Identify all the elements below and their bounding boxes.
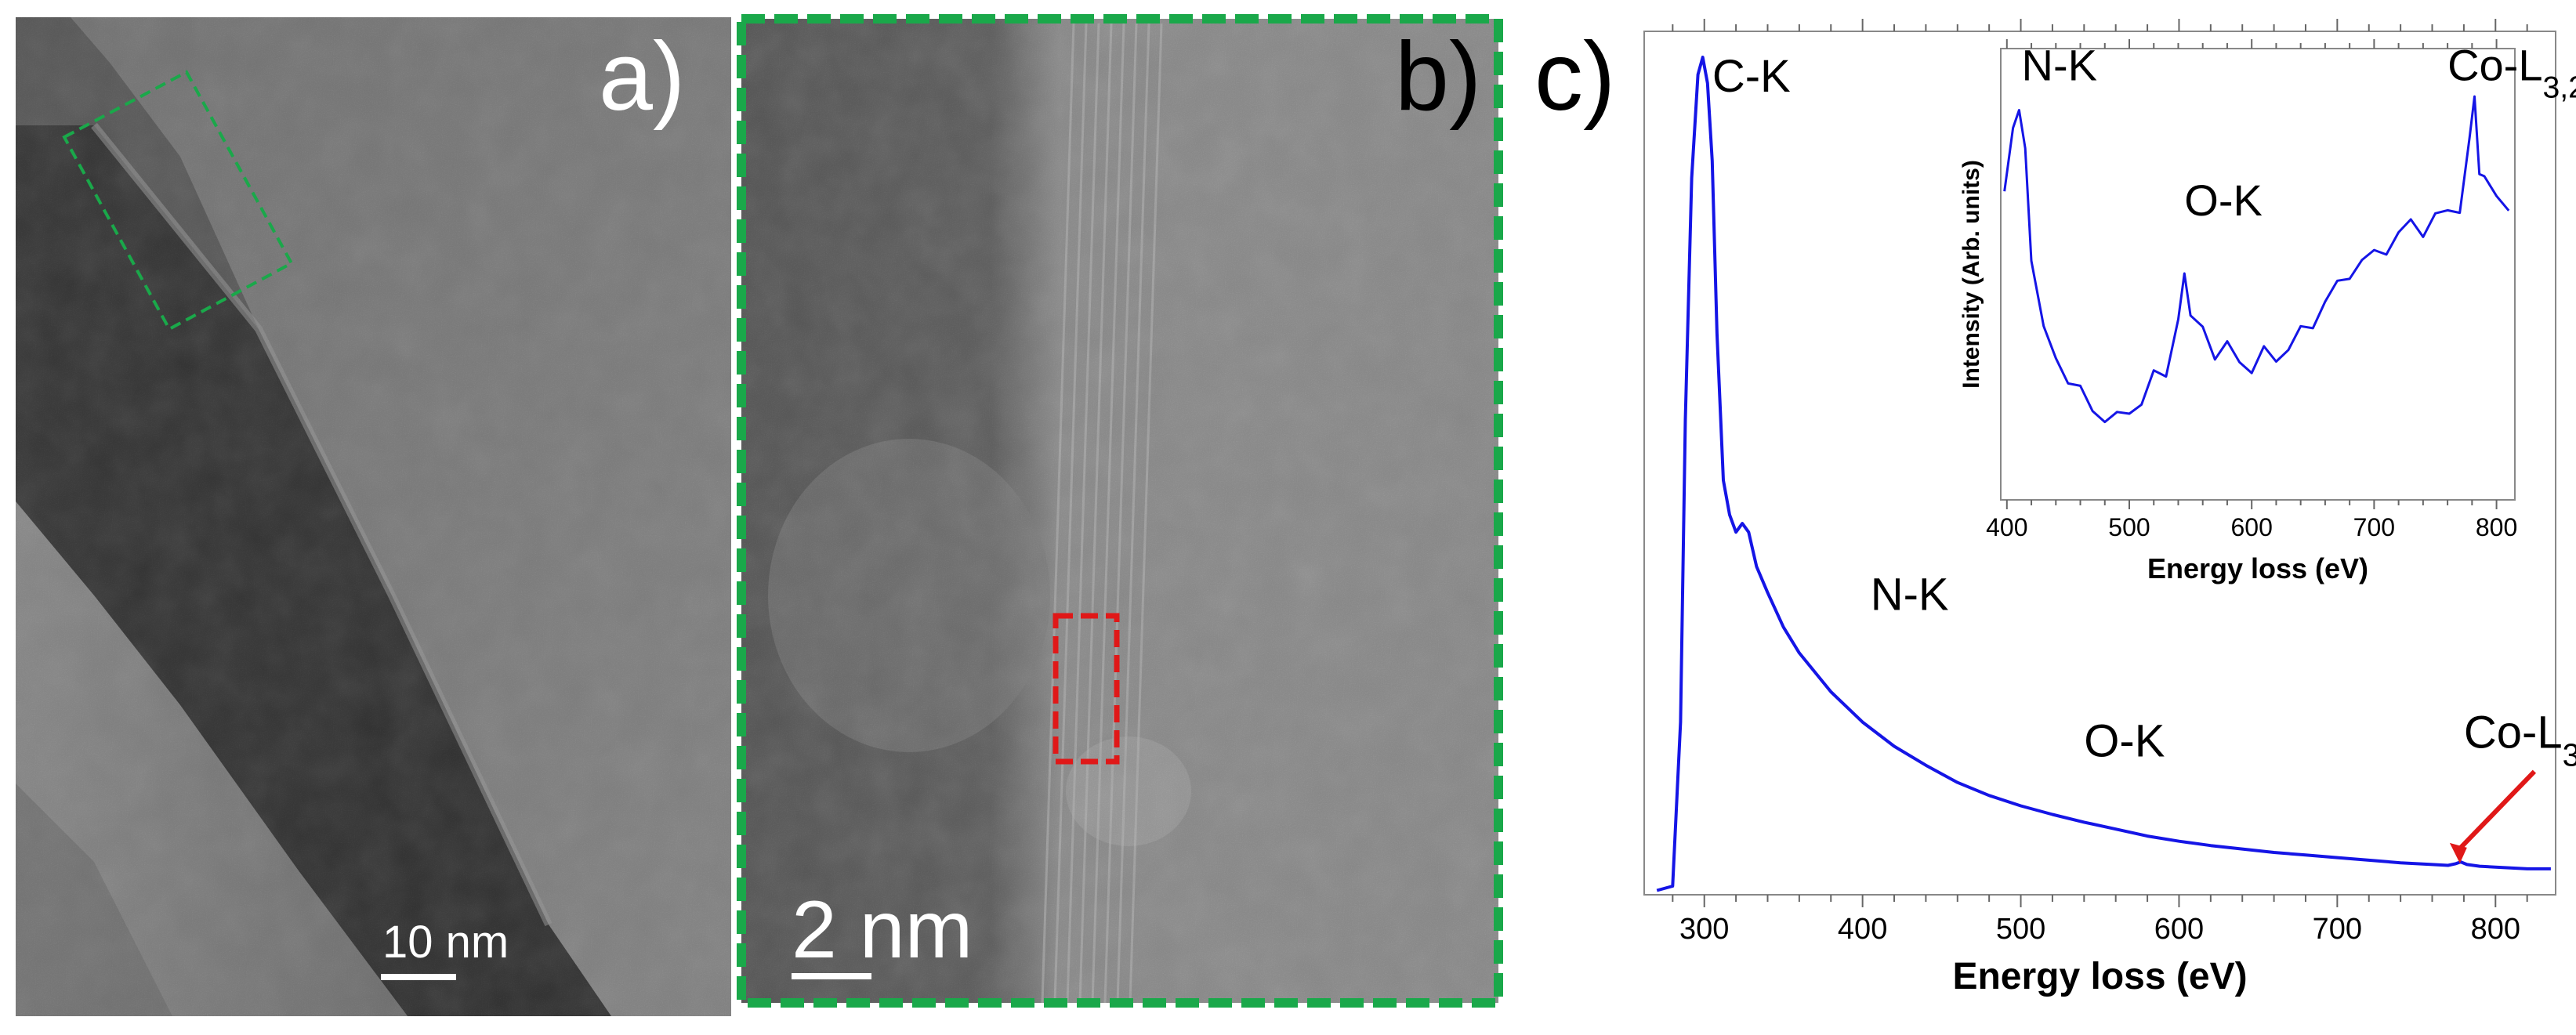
- panel-c-label: c): [1534, 23, 1615, 131]
- main-tick-label: 700: [2313, 913, 2362, 946]
- panel-b-scalebar-label: 2 nm: [792, 885, 973, 975]
- main-x-axis-label: Energy loss (eV): [1952, 956, 2247, 997]
- inset-series-line: [2003, 95, 2510, 424]
- main-tick-label: 300: [1679, 913, 1729, 946]
- main-annotation-arrow: [2457, 769, 2537, 852]
- inset-plot-frame: [2000, 48, 2516, 501]
- main-tick-label: 500: [1996, 913, 2045, 946]
- main-annotation: Co-L3,2: [2464, 707, 2576, 773]
- inset-tick-label: 500: [2108, 513, 2150, 541]
- main-plot-frame: [1643, 31, 2556, 896]
- panel-b-frame: [737, 14, 1503, 1008]
- main-annotation: N-K: [1871, 569, 1949, 620]
- inset-annotation: Co-L3,2: [2447, 40, 2576, 104]
- main-tick-label: 600: [2154, 913, 2204, 946]
- panel-c: c) 300 400 500 600 700 800 Energy loss (eV) C-K…: [1534, 19, 2576, 997]
- inset-chart: 400 500 600 700 800 Energy loss (eV) Intensity…: [1958, 39, 2576, 584]
- inset-annotation: N-K: [2022, 40, 2097, 89]
- main-tick-label: 400: [1838, 913, 1887, 946]
- inset-tick-label: 600: [2230, 513, 2272, 541]
- panel-b-roi-box: [1053, 613, 1120, 765]
- panel-a-scalebar-label: 10 nm: [382, 917, 509, 968]
- panel-b-label: b): [1395, 23, 1481, 131]
- panel-a: 10 nm a): [16, 17, 731, 1016]
- main-annotation-arrowhead: [2449, 842, 2467, 863]
- main-annotation: C-K: [1712, 51, 1791, 102]
- panel-b: 2 nm b): [741, 19, 1498, 1003]
- inset-annotation: O-K: [2184, 176, 2263, 225]
- panel-a-label: a): [599, 23, 685, 131]
- inset-tick-label: 700: [2353, 513, 2395, 541]
- inset-tick-label: 400: [1986, 513, 2027, 541]
- spectrum-chart: 300 400 500 600 700 800 Energy loss (eV) C-K N-K…: [1643, 19, 2576, 997]
- main-annotation: O-K: [2084, 716, 2165, 767]
- main-series-line: [1656, 56, 2551, 892]
- inset-x-axis-label: Energy loss (eV): [2147, 552, 2368, 584]
- inset-y-axis-label: Intensity (Arb. units): [1958, 160, 1984, 389]
- inset-tick-label: 800: [2476, 513, 2517, 541]
- panel-a-roi-box: [62, 70, 294, 331]
- main-tick-label: 800: [2471, 913, 2520, 946]
